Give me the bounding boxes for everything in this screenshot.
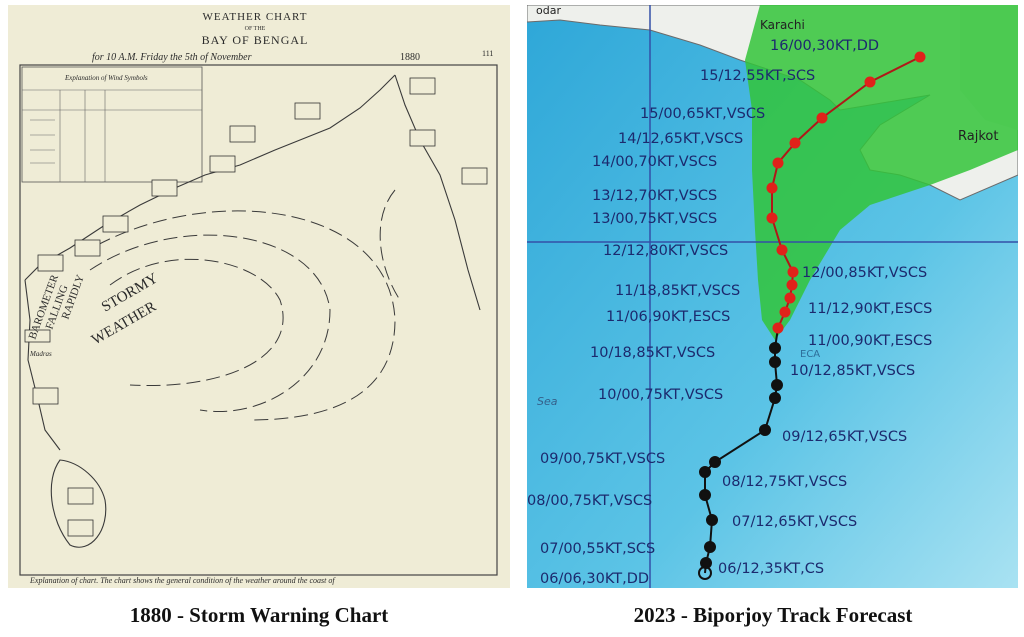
chart-subtitle: OF THE xyxy=(245,26,266,32)
track-point xyxy=(787,266,799,278)
track-point xyxy=(699,466,711,478)
chart-region: BAY OF BENGAL xyxy=(202,33,309,47)
track-label: 11/12,90KT,ESCS xyxy=(808,301,932,317)
track-point xyxy=(786,279,798,291)
track-point xyxy=(698,566,712,580)
track-label: 10/00,75KT,VSCS xyxy=(598,387,723,403)
track-label: 12/12,80KT,VSCS xyxy=(603,243,728,259)
track-point xyxy=(769,356,781,368)
track-label: 07/00,55KT,SCS xyxy=(540,541,655,557)
track-point xyxy=(772,157,784,169)
chart-footer: Explanation of chart. The chart shows th… xyxy=(29,576,336,585)
track-point xyxy=(769,392,781,404)
place-label: Karachi xyxy=(760,18,805,32)
track-label: 11/06,90KT,ESCS xyxy=(606,309,730,325)
track-label: 07/12,65KT,VSCS xyxy=(732,514,857,530)
forecast-cone xyxy=(745,5,1018,340)
track-label: 06/12,35KT,CS xyxy=(718,561,824,577)
track-point xyxy=(914,51,926,63)
track-point xyxy=(769,342,781,354)
track-label: 11/00,90KT,ESCS xyxy=(808,333,932,349)
track-label: 13/12,70KT,VSCS xyxy=(592,188,717,204)
legend-box xyxy=(21,66,203,183)
map-label: Madras xyxy=(29,350,52,358)
track-point xyxy=(759,424,771,436)
track-label: 14/00,70KT,VSCS xyxy=(592,154,717,170)
track-label: 06/06,30KT,DD xyxy=(540,571,649,587)
station-boxes xyxy=(24,77,488,537)
track-point xyxy=(789,137,801,149)
place-label: Sea xyxy=(537,395,558,408)
track-point xyxy=(816,112,828,124)
track-label: 10/12,85KT,VSCS xyxy=(790,363,915,379)
track-label: 11/18,85KT,VSCS xyxy=(615,283,740,299)
track-label: 09/00,75KT,VSCS xyxy=(540,451,665,467)
track-label: 16/00,30KT,DD xyxy=(770,38,879,54)
legend-rules xyxy=(22,89,202,182)
place-label: Rajkot xyxy=(958,129,998,144)
track-label: 13/00,75KT,VSCS xyxy=(592,211,717,227)
track-point xyxy=(766,212,778,224)
place-label: odar xyxy=(536,4,561,17)
track-point xyxy=(706,514,718,526)
place-label: ECA xyxy=(800,349,820,360)
track-point xyxy=(699,489,711,501)
isobars xyxy=(79,189,401,421)
right-panel: 16/00,30KT,DD 15/12,55KT,SCS 15/00,65KT,VS… xyxy=(527,4,1018,588)
track-label: 14/12,65KT,VSCS xyxy=(618,131,743,147)
track-point xyxy=(771,379,783,391)
chart-title: WEATHER CHART xyxy=(203,11,308,23)
legend-title: Explanation of Wind Symbols xyxy=(64,74,148,82)
chart-date: for 10 A.M. Friday the 5th of November xyxy=(92,52,252,63)
track-point xyxy=(766,182,778,194)
track-label: 15/12,55KT,SCS xyxy=(700,68,815,84)
track-point xyxy=(864,76,876,88)
track-label: 08/00,75KT,VSCS xyxy=(527,493,652,509)
chart-frame xyxy=(19,64,498,576)
page-number: 111 xyxy=(482,49,493,58)
track-label: 08/12,75KT,VSCS xyxy=(722,474,847,490)
track-point xyxy=(772,322,784,334)
caption: 1880 - Storm Warning Chart xyxy=(130,603,389,627)
chart-year: 1880 xyxy=(400,52,420,63)
track: 16/00,30KT,DD 15/12,55KT,SCS 15/00,65KT,VS… xyxy=(527,38,932,587)
track-label: 09/12,65KT,VSCS xyxy=(782,429,907,445)
track-point xyxy=(779,306,791,318)
track-point xyxy=(709,456,721,468)
track-label: 10/18,85KT,VSCS xyxy=(590,345,715,361)
left-panel: WEATHER CHART OF THE BAY OF BENGAL for 1… xyxy=(8,5,510,588)
track-point xyxy=(704,541,716,553)
track-label: 15/00,65KT,VSCS xyxy=(640,106,765,122)
track-label: 12/00,85KT,VSCS xyxy=(802,265,927,281)
track-point xyxy=(776,244,788,256)
caption: 2023 - Biporjoy Track Forecast xyxy=(634,603,913,627)
track-point xyxy=(784,292,796,304)
